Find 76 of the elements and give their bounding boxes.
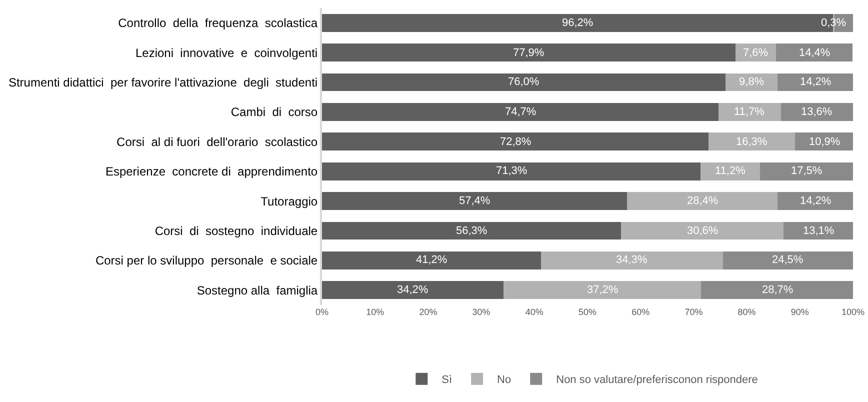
- y-tick-label: Controllo della frequenza scolastica: [118, 16, 318, 30]
- x-tick-label: 60%: [632, 307, 650, 317]
- data-label: 7,6%: [743, 47, 768, 59]
- bar: [322, 44, 736, 62]
- x-tick-label: 40%: [525, 307, 544, 317]
- y-tick-label: Esperienze concrete di apprendimento: [105, 164, 318, 179]
- data-label: 34,3%: [616, 254, 648, 266]
- data-label: 17,5%: [791, 165, 822, 177]
- data-label: 57,4%: [459, 195, 490, 207]
- data-label: 10,9%: [809, 136, 840, 148]
- bar: [718, 103, 781, 121]
- x-tick-label: 90%: [790, 307, 809, 317]
- x-tick-label: 10%: [366, 307, 384, 317]
- data-label: 14,2%: [800, 195, 832, 207]
- data-label: 11,7%: [734, 106, 765, 118]
- bar: [778, 73, 853, 92]
- x-tick-label: 0%: [315, 307, 329, 317]
- data-label: 77,9%: [513, 47, 544, 59]
- data-label: 74,7%: [505, 106, 536, 118]
- data-label: 41,2%: [416, 254, 448, 266]
- data-label: 11,2%: [715, 165, 746, 177]
- bar: [322, 222, 621, 240]
- data-label: 24,5%: [772, 254, 804, 266]
- data-label: 34,2%: [397, 284, 428, 296]
- x-tick-label: 50%: [578, 307, 597, 317]
- bar: [700, 162, 760, 180]
- y-tick-label: Corsi di sostegno individuale: [154, 224, 318, 238]
- y-tick-label: Strumenti didattici per favorire l'attivazione degli studenti: [8, 75, 318, 90]
- bar: [322, 103, 719, 121]
- data-label: 13,1%: [803, 225, 834, 237]
- bar: [322, 73, 726, 92]
- data-label: 56,3%: [456, 225, 488, 237]
- bar: [322, 192, 627, 210]
- x-tick-label: 70%: [684, 307, 703, 317]
- data-label: 9,8%: [739, 76, 764, 88]
- bar: [322, 281, 504, 300]
- bar: [701, 281, 853, 300]
- y-tick-label: Tutoraggio: [260, 194, 318, 208]
- bar: [776, 44, 852, 62]
- bar: [322, 252, 541, 270]
- data-label: 96,2%: [562, 17, 594, 29]
- data-label: 14,2%: [800, 76, 832, 88]
- bar: [620, 222, 784, 240]
- legend-label: Non so valutare/preferisconon rispondere: [556, 374, 758, 386]
- bar: [626, 192, 778, 210]
- bar: [780, 103, 853, 121]
- bar: [322, 132, 709, 151]
- bar: [778, 192, 853, 210]
- data-label: 28,7%: [762, 284, 794, 296]
- data-label: 14,4%: [799, 47, 830, 59]
- y-tick-label: Lezioni innovative e coinvolgenti: [135, 46, 318, 60]
- data-label: 76,0%: [508, 76, 540, 88]
- data-label: 28,4%: [687, 195, 718, 207]
- data-label: 30,6%: [687, 225, 718, 237]
- data-label: 71,3%: [496, 165, 528, 177]
- y-tick-label: Cambi di corso: [230, 105, 318, 120]
- x-tick-label: 100%: [841, 307, 865, 317]
- x-tick-label: 80%: [738, 307, 756, 317]
- bar: [322, 162, 701, 180]
- data-label: 72,8%: [500, 136, 532, 148]
- bar: [708, 132, 796, 151]
- y-tick-label: Corsi al di fuori dell'orario scolastico: [116, 134, 318, 149]
- legend-label: Sì: [442, 374, 452, 386]
- data-label: 0,3%: [821, 17, 846, 29]
- data-label: 16,3%: [736, 136, 768, 148]
- y-tick-label: Corsi per lo sviluppo personale e sociale: [95, 254, 318, 268]
- bar: [540, 252, 723, 270]
- x-tick-label: 20%: [419, 307, 438, 317]
- legend-label: No: [497, 374, 512, 386]
- data-label: 13,6%: [801, 106, 832, 118]
- data-label: 37,2%: [587, 284, 618, 296]
- bar: [722, 252, 853, 270]
- bar: [504, 281, 702, 300]
- y-tick-label: Sostegno alla famiglia: [196, 283, 318, 298]
- bar: [760, 162, 853, 180]
- x-tick-label: 30%: [472, 307, 490, 317]
